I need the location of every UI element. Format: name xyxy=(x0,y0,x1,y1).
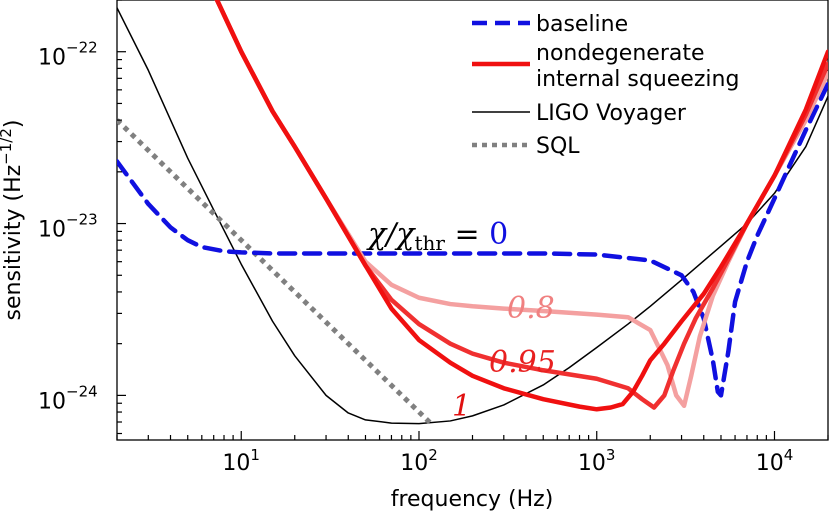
series-line-chi-1 xyxy=(214,0,828,412)
legend: baseline nondegenerate internal squeezin… xyxy=(472,12,739,159)
annotation-chi-ratio: χ/χthr = 0 xyxy=(366,217,508,255)
legend-label-voyager: LIGO Voyager xyxy=(536,101,687,126)
legend-label-baseline: baseline xyxy=(536,12,628,37)
y-tick-labels: 10−24 10−23 10−22 xyxy=(38,39,98,415)
legend-label-internal-squeezing: internal squeezing xyxy=(536,67,739,92)
series-line-baseline xyxy=(117,81,828,398)
series-line-voyager xyxy=(117,7,828,425)
y-tick-label-1e-22: 10−22 xyxy=(38,39,98,71)
legend-label-nondegenerate: nondegenerate xyxy=(536,41,705,66)
annotation-1: 1 xyxy=(452,389,471,424)
x-tick-labels: 101 102 103 104 xyxy=(222,446,793,476)
annotation-0.95: 0.95 xyxy=(489,345,556,380)
y-tick-label-1e-23: 10−23 xyxy=(38,211,98,243)
x-tick-label-100: 102 xyxy=(400,446,438,476)
legend-label-sql: SQL xyxy=(536,134,580,159)
x-tick-label-10000: 104 xyxy=(756,446,794,476)
y-tick-label-1e-24: 10−24 xyxy=(38,382,98,414)
y-axis-label: sensitivity (Hz−1/2) xyxy=(0,119,26,320)
x-tick-label-1000: 103 xyxy=(578,446,616,476)
x-tick-label-10: 101 xyxy=(222,446,260,476)
series-line-sql xyxy=(117,118,435,428)
annotation-0.8: 0.8 xyxy=(507,291,555,326)
curves-group xyxy=(117,0,828,428)
x-axis-label: frequency (Hz) xyxy=(391,487,554,512)
axis-ticks xyxy=(116,0,829,440)
